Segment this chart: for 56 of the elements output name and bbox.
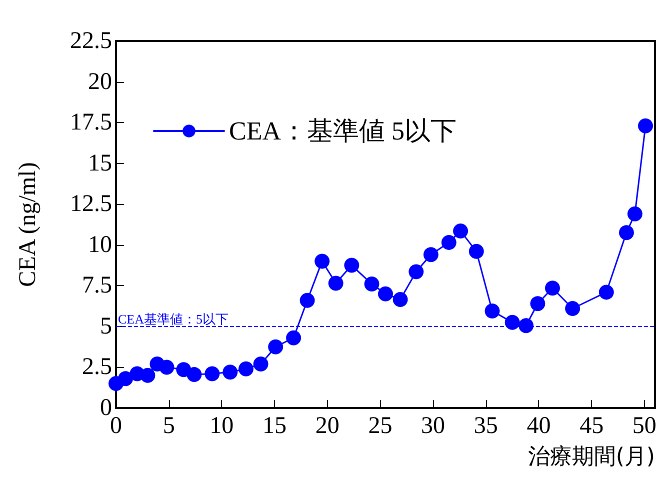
y-tick-label: 10: [88, 232, 112, 258]
point: [545, 280, 560, 296]
point: [222, 364, 238, 380]
y-tick-label: 15: [88, 150, 112, 176]
point: [300, 292, 315, 308]
y-tick-label: 20: [88, 68, 112, 95]
point: [441, 234, 456, 250]
x-tick-label: 35: [474, 413, 498, 439]
point: [565, 301, 580, 316]
point: [638, 118, 653, 134]
point: [314, 254, 330, 269]
y-tick-label: 12.5: [70, 191, 112, 218]
point: [423, 247, 438, 262]
x-axis-title: 治療期間(月): [528, 444, 655, 470]
point: [286, 330, 302, 346]
x-tick-label: 40: [526, 413, 551, 439]
x-tick-label: 25: [368, 413, 392, 439]
point: [253, 356, 268, 372]
point: [118, 371, 134, 386]
point: [518, 318, 534, 334]
point: [484, 303, 500, 318]
x-tick-label: 45: [580, 413, 604, 439]
point: [618, 225, 634, 240]
x-tick-label: 15: [262, 413, 287, 439]
point: [140, 368, 156, 383]
x-tick-label: 20: [315, 413, 340, 439]
point: [159, 360, 174, 375]
point: [238, 361, 254, 376]
y-tick-label: 17.5: [70, 110, 112, 136]
x-tick-label: 30: [421, 413, 446, 439]
point: [627, 206, 642, 222]
legend-label: CEA：基準値 5以下: [229, 116, 456, 146]
x-tick-label: 50: [632, 413, 656, 439]
point: [392, 292, 408, 308]
point: [268, 339, 284, 354]
x-tick-label: 10: [210, 413, 234, 439]
point: [378, 286, 393, 302]
point: [598, 284, 614, 300]
y-axis-title: CEA (ng/ml): [15, 162, 41, 287]
point: [453, 224, 468, 239]
x-tick-label: 5: [162, 413, 175, 439]
point: [328, 276, 344, 291]
y-tick-label: 0: [100, 395, 112, 421]
y-tick-label: 2.5: [82, 354, 112, 380]
point: [364, 276, 380, 292]
point: [204, 366, 220, 382]
point: [344, 258, 360, 273]
ref-line-label: CEA基準値：5以下: [118, 311, 228, 326]
point: [468, 244, 484, 259]
y-tick-label: 7.5: [82, 272, 112, 299]
point: [186, 367, 202, 382]
y-tick-label: 5: [100, 313, 112, 340]
y-tick-label: 22.5: [70, 28, 112, 54]
point: [530, 296, 546, 312]
point: [504, 314, 520, 330]
point: [408, 264, 424, 280]
